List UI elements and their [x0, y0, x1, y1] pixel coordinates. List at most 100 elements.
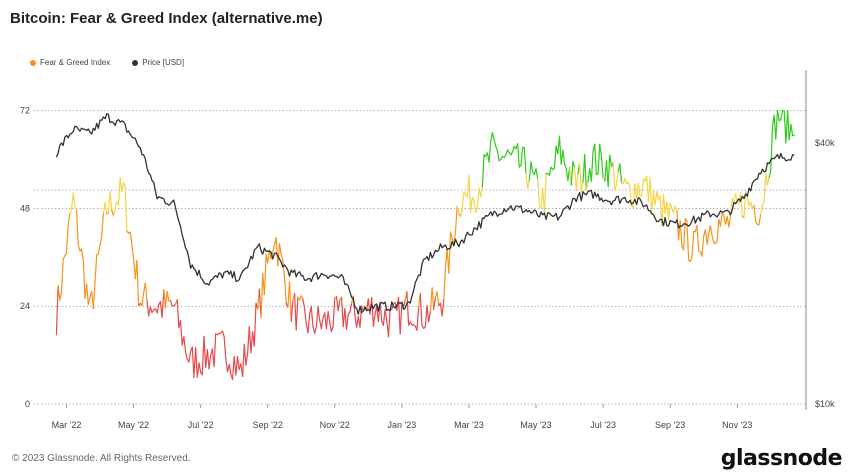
fear-greed-segment [101, 212, 105, 238]
fear-greed-segment [148, 306, 151, 317]
fear-greed-segment [403, 299, 406, 308]
fear-greed-segment [307, 312, 311, 334]
x-tick-label: Jan '23 [388, 420, 417, 430]
fear-greed-segment [763, 172, 767, 202]
fear-greed-segment [575, 173, 579, 192]
fear-greed-segment [449, 231, 453, 240]
fear-greed-segment [406, 291, 410, 326]
fear-greed-segment [77, 244, 81, 252]
fear-greed-segment [161, 289, 165, 318]
fear-greed-segment [696, 225, 700, 252]
fear-greed-segment [535, 168, 539, 180]
fear-greed-segment [709, 225, 713, 237]
fear-greed-segment [340, 296, 344, 328]
x-tick-label: Nov '22 [320, 420, 350, 430]
fear-greed-segment [188, 350, 192, 363]
fear-greed-segment [765, 172, 769, 186]
fear-greed-segment [476, 187, 480, 209]
legend-item-price[interactable]: Price [USD] [132, 58, 184, 67]
fear-greed-segment [260, 273, 264, 319]
fear-greed-segment [548, 166, 552, 176]
fear-greed-segment [371, 297, 374, 327]
fear-greed-segment [67, 212, 71, 225]
fear-greed-segment [109, 190, 113, 211]
fear-greed-segment [686, 220, 690, 261]
fear-greed-segment [573, 167, 577, 192]
fear-greed-segment [649, 176, 653, 216]
fear-greed-segment [511, 145, 515, 153]
x-tick-label: Jul '22 [188, 420, 214, 430]
fear-greed-segment [228, 364, 232, 375]
fear-greed-segment [272, 244, 275, 253]
fear-greed-segment [525, 172, 529, 189]
legend-item-fear-greed[interactable]: Fear & Greed Index [30, 58, 110, 67]
fear-greed-segment [117, 177, 121, 206]
fear-greed-segment [530, 161, 534, 173]
fear-greed-segment [706, 233, 710, 245]
fear-greed-segment [92, 281, 96, 310]
fear-greed-segment [471, 196, 475, 202]
fear-greed-segment [203, 335, 207, 368]
fear-greed-segment [632, 182, 636, 209]
fear-greed-segment [121, 182, 125, 193]
fear-greed-segment [156, 304, 160, 314]
fear-greed-segment [585, 181, 589, 191]
fear-greed-segment [185, 351, 188, 360]
fear-greed-segment [614, 183, 618, 191]
fear-greed-segment [164, 290, 168, 309]
fear-greed-segment [74, 205, 78, 211]
fear-greed-segment [775, 110, 779, 140]
fear-greed-segment [87, 296, 91, 305]
legend-swatch-fear-greed [30, 59, 36, 66]
fear-greed-segment [198, 362, 202, 374]
fear-greed-segment [436, 291, 440, 307]
fear-greed-segment [242, 343, 245, 377]
fear-greed-segment [55, 285, 59, 336]
fear-greed-segment [416, 306, 420, 331]
fear-greed-segment [231, 356, 235, 381]
fear-greed-segment [295, 296, 299, 331]
fear-greed-segment [225, 358, 229, 373]
y-tick-label: 48 [20, 203, 30, 213]
y2-tick-label: $40k [815, 138, 835, 148]
fear-greed-segment [537, 178, 541, 207]
fear-greed-segment [669, 202, 673, 209]
fear-greed-segment [656, 191, 660, 201]
fear-greed-segment [615, 170, 619, 185]
fear-greed-segment [562, 149, 566, 165]
fear-greed-segment [60, 258, 64, 293]
fear-greed-segment [776, 110, 780, 122]
fear-greed-segment [523, 147, 527, 175]
legend-swatch-price [132, 59, 139, 66]
x-tick-label: Sep '23 [655, 420, 685, 430]
y2-tick-label: $10k [815, 399, 835, 409]
fear-greed-segment [563, 163, 567, 170]
fear-greed-segment [431, 287, 435, 310]
fear-greed-segment [275, 237, 279, 267]
fear-greed-segment [179, 320, 183, 346]
legend-label-fear-greed: Fear & Greed Index [40, 58, 111, 67]
fear-greed-segment [129, 231, 133, 246]
fear-greed-segment [329, 322, 332, 333]
fear-greed-segment [528, 161, 532, 182]
fear-greed-segment [590, 151, 594, 183]
fear-greed-segment [94, 254, 98, 283]
fear-greed-segment [196, 362, 200, 378]
fear-greed-segment [250, 331, 254, 354]
fear-greed-segment [637, 182, 641, 197]
fear-greed-segment [304, 307, 307, 325]
fear-greed-segment [146, 300, 150, 317]
fear-greed-segment [766, 177, 770, 186]
fear-greed-segment [397, 296, 401, 335]
fear-greed-segment [679, 220, 683, 247]
fear-greed-segment [320, 317, 324, 330]
fear-greed-segment [85, 283, 89, 305]
fear-greed-segment [558, 135, 562, 165]
fear-greed-segment [516, 143, 520, 168]
fear-greed-segment [112, 208, 116, 217]
fear-greed-segment [223, 335, 227, 360]
fear-greed-segment [236, 356, 240, 370]
fear-greed-segment [654, 191, 658, 206]
fear-greed-segment [788, 123, 792, 141]
